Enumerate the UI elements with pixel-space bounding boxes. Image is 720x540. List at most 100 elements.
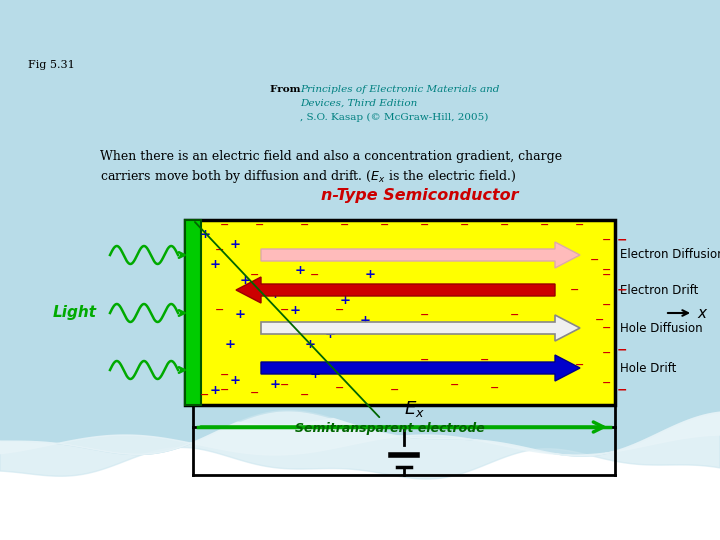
Text: −: − bbox=[251, 388, 260, 398]
Text: +: + bbox=[210, 383, 220, 396]
Text: −: − bbox=[603, 378, 612, 388]
Text: −: − bbox=[470, 320, 480, 330]
Text: +: + bbox=[305, 339, 315, 352]
Text: −: − bbox=[540, 220, 549, 230]
Text: +: + bbox=[289, 303, 300, 316]
Text: −: − bbox=[575, 360, 585, 370]
Text: Electron Drift: Electron Drift bbox=[620, 284, 698, 296]
Text: −: − bbox=[545, 325, 554, 335]
Text: +: + bbox=[259, 323, 271, 336]
FancyArrow shape bbox=[261, 315, 580, 341]
Text: −: − bbox=[251, 270, 260, 280]
Text: −: − bbox=[617, 284, 628, 296]
Text: $x$: $x$ bbox=[697, 306, 708, 321]
Text: −: − bbox=[380, 220, 390, 230]
Text: −: − bbox=[310, 270, 320, 280]
Text: −: − bbox=[420, 220, 430, 230]
Text: −: − bbox=[617, 383, 628, 396]
Text: −: − bbox=[220, 370, 230, 380]
Text: −: − bbox=[510, 310, 520, 320]
Text: −: − bbox=[336, 305, 345, 315]
FancyArrow shape bbox=[261, 242, 580, 268]
Text: −: − bbox=[420, 355, 430, 365]
Text: −: − bbox=[510, 285, 520, 295]
Text: −: − bbox=[336, 383, 345, 393]
Text: +: + bbox=[240, 273, 251, 287]
Text: +: + bbox=[359, 314, 371, 327]
Text: Semitransparent electrode: Semitransparent electrode bbox=[195, 222, 485, 435]
Text: Devices, Third Edition: Devices, Third Edition bbox=[300, 99, 418, 108]
Text: −: − bbox=[450, 285, 459, 295]
Text: , S.O. Kasap (© McGraw-Hill, 2005): , S.O. Kasap (© McGraw-Hill, 2005) bbox=[300, 113, 488, 122]
Text: +: + bbox=[230, 374, 240, 387]
Text: +: + bbox=[235, 308, 246, 321]
Text: −: − bbox=[300, 390, 310, 400]
Text: −: − bbox=[603, 270, 612, 280]
Text: Light: Light bbox=[53, 306, 97, 321]
Text: +: + bbox=[269, 288, 281, 301]
Text: −: − bbox=[603, 348, 612, 358]
Text: Hole Drift: Hole Drift bbox=[620, 361, 676, 375]
Text: −: − bbox=[280, 245, 289, 255]
Text: −: − bbox=[261, 360, 270, 370]
Text: carriers move both by diffusion and drift. ($E_x$ is the electric field.): carriers move both by diffusion and drif… bbox=[100, 168, 517, 185]
Text: −: − bbox=[341, 220, 350, 230]
Text: Principles of Electronic Materials and: Principles of Electronic Materials and bbox=[300, 85, 500, 94]
Text: −: − bbox=[300, 220, 310, 230]
Text: +: + bbox=[264, 248, 276, 261]
Text: $E_x$: $E_x$ bbox=[403, 399, 425, 419]
Text: Hole Diffusion: Hole Diffusion bbox=[620, 321, 703, 334]
Text: −: − bbox=[480, 255, 490, 265]
Text: −: − bbox=[617, 343, 628, 356]
Text: Electron Diffusion: Electron Diffusion bbox=[620, 248, 720, 261]
Text: −: − bbox=[256, 220, 265, 230]
Text: Fig 5.31: Fig 5.31 bbox=[28, 60, 75, 70]
Text: −: − bbox=[595, 315, 605, 325]
Text: −: − bbox=[310, 360, 320, 370]
Text: +: + bbox=[364, 268, 376, 281]
Text: −: − bbox=[603, 235, 612, 245]
Text: +: + bbox=[230, 239, 240, 252]
Text: −: − bbox=[603, 300, 612, 310]
Text: −: − bbox=[390, 385, 400, 395]
Text: −: − bbox=[215, 245, 225, 255]
Text: −: − bbox=[590, 255, 600, 265]
Text: +: + bbox=[225, 339, 235, 352]
Text: −: − bbox=[490, 383, 500, 393]
Text: +: + bbox=[294, 264, 305, 276]
Text: −: − bbox=[420, 255, 430, 265]
Text: −: − bbox=[603, 323, 612, 333]
Text: −: − bbox=[480, 355, 490, 365]
Text: −: − bbox=[540, 255, 549, 265]
Text: +: + bbox=[310, 368, 320, 381]
Text: +: + bbox=[210, 259, 220, 272]
Text: −: − bbox=[450, 380, 459, 390]
FancyArrow shape bbox=[261, 355, 580, 381]
Text: −: − bbox=[420, 310, 430, 320]
Text: −: − bbox=[220, 220, 230, 230]
Text: −: − bbox=[220, 385, 230, 395]
Bar bbox=[185, 220, 615, 405]
Text: −: − bbox=[500, 220, 510, 230]
Text: −: − bbox=[351, 245, 360, 255]
Text: +: + bbox=[340, 294, 351, 307]
Text: −: − bbox=[360, 365, 369, 375]
Text: −: − bbox=[575, 220, 585, 230]
Text: −: − bbox=[200, 390, 210, 400]
Text: From: From bbox=[270, 85, 304, 94]
Text: +: + bbox=[269, 379, 281, 392]
Text: −: − bbox=[570, 285, 580, 295]
Text: −: − bbox=[380, 325, 390, 335]
Text: n-Type Semiconductor: n-Type Semiconductor bbox=[321, 188, 518, 203]
Text: −: − bbox=[380, 280, 390, 290]
Text: −: − bbox=[460, 220, 469, 230]
Text: −: − bbox=[280, 305, 289, 315]
Text: +: + bbox=[199, 228, 210, 241]
FancyArrow shape bbox=[236, 277, 555, 303]
Text: When there is an electric field and also a concentration gradient, charge: When there is an electric field and also… bbox=[100, 150, 562, 163]
Text: +: + bbox=[330, 248, 341, 261]
Text: −: − bbox=[280, 380, 289, 390]
Text: −: − bbox=[215, 305, 225, 315]
Text: −: − bbox=[603, 265, 612, 275]
Text: −: − bbox=[617, 233, 628, 246]
